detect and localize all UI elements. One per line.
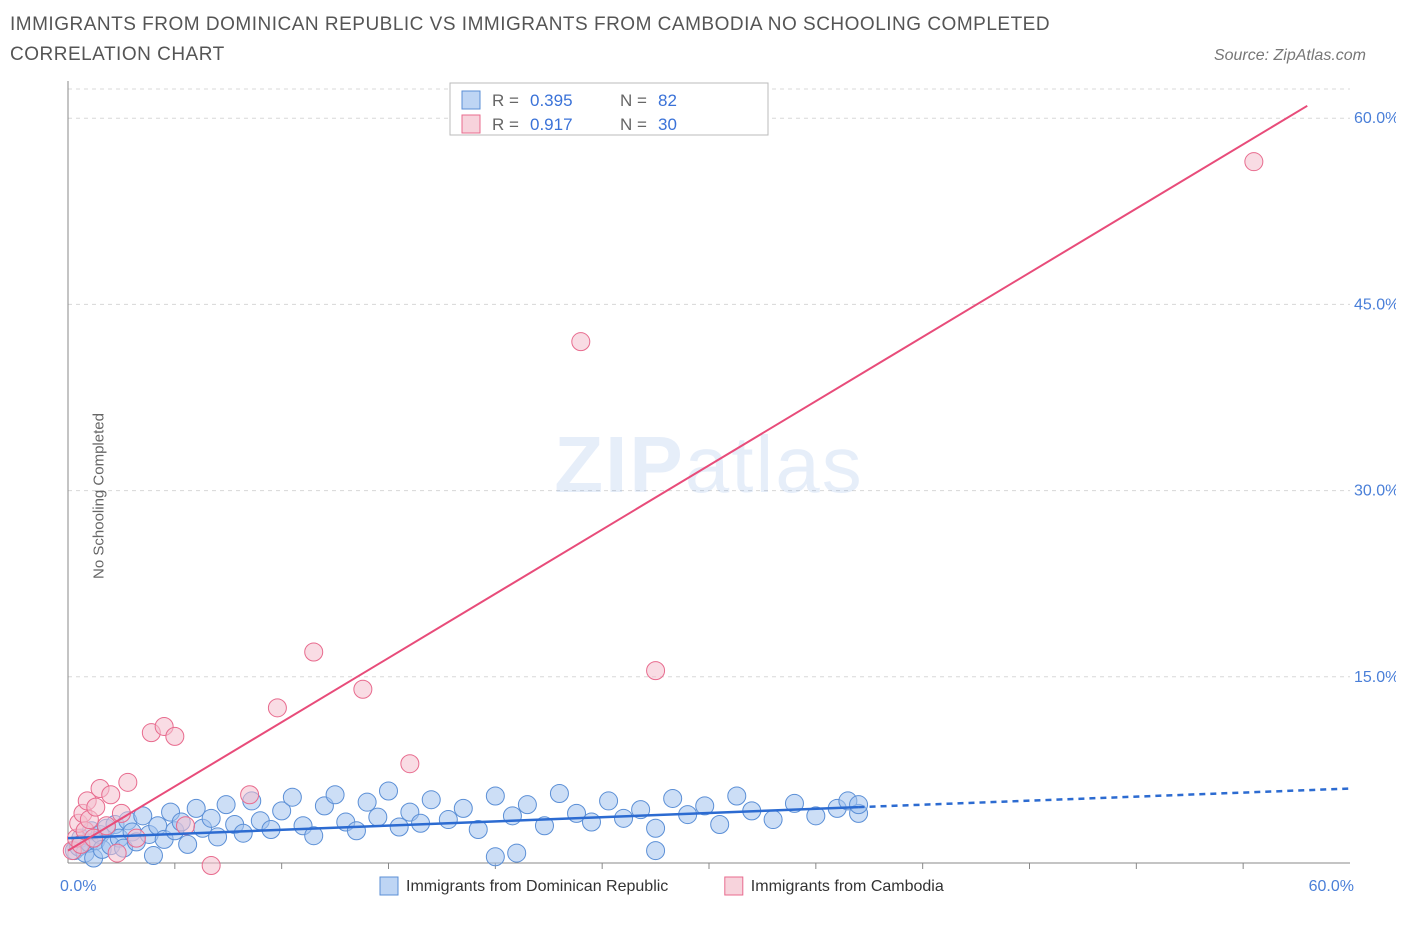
data-point — [486, 848, 504, 866]
legend-swatch — [725, 877, 743, 895]
data-point — [358, 793, 376, 811]
data-point — [177, 817, 195, 835]
correlation-chart: No Schooling Completed ZIPatlas15.0%30.0… — [10, 71, 1396, 921]
data-point — [202, 856, 220, 874]
data-point — [209, 828, 227, 846]
y-axis-label: No Schooling Completed — [90, 413, 107, 579]
data-point — [390, 818, 408, 836]
data-point — [108, 844, 126, 862]
y-tick-label: 15.0% — [1354, 669, 1396, 686]
data-point — [127, 829, 145, 847]
data-point — [647, 841, 665, 859]
data-point — [518, 795, 536, 813]
data-point — [550, 784, 568, 802]
data-point — [119, 773, 137, 791]
data-point — [664, 789, 682, 807]
data-point — [454, 799, 472, 817]
data-point — [647, 819, 665, 837]
data-point — [508, 844, 526, 862]
y-tick-label: 45.0% — [1354, 296, 1396, 313]
legend-n-value: 82 — [658, 91, 677, 110]
data-point — [217, 795, 235, 813]
data-point — [102, 786, 120, 804]
y-tick-label: 30.0% — [1354, 482, 1396, 499]
legend-n-label: N = — [620, 115, 647, 134]
data-point — [582, 813, 600, 831]
legend-r-value: 0.917 — [530, 115, 573, 134]
legend-series-label: Immigrants from Cambodia — [751, 878, 944, 895]
data-point — [87, 798, 105, 816]
data-point — [347, 822, 365, 840]
data-point — [1245, 152, 1263, 170]
trend-line-extrapolated — [859, 788, 1350, 807]
data-point — [380, 782, 398, 800]
data-point — [166, 727, 184, 745]
legend-n-label: N = — [620, 91, 647, 110]
legend-swatch — [462, 91, 480, 109]
data-point — [401, 754, 419, 772]
data-point — [647, 661, 665, 679]
legend-swatch — [380, 877, 398, 895]
legend-r-label: R = — [492, 115, 519, 134]
legend-r-label: R = — [492, 91, 519, 110]
data-point — [369, 808, 387, 826]
data-point — [283, 788, 301, 806]
data-point — [241, 786, 259, 804]
y-tick-label: 60.0% — [1354, 110, 1396, 127]
data-point — [764, 810, 782, 828]
data-point — [305, 643, 323, 661]
data-point — [179, 835, 197, 853]
legend-n-value: 30 — [658, 115, 677, 134]
data-point — [850, 795, 868, 813]
data-point — [268, 699, 286, 717]
legend-swatch — [462, 115, 480, 133]
data-point — [486, 787, 504, 805]
data-point — [439, 810, 457, 828]
source-attribution: Source: ZipAtlas.com — [1214, 47, 1396, 71]
data-point — [572, 332, 590, 350]
scatter-plot-svg: ZIPatlas15.0%30.0%45.0%60.0%0.0%60.0%R =… — [10, 71, 1396, 921]
data-point — [615, 809, 633, 827]
legend-series-label: Immigrants from Dominican Republic — [406, 878, 668, 895]
x-tick-label: 0.0% — [60, 878, 96, 895]
data-point — [202, 809, 220, 827]
data-point — [144, 846, 162, 864]
data-point — [326, 786, 344, 804]
legend-r-value: 0.395 — [530, 91, 573, 110]
data-point — [234, 824, 252, 842]
data-point — [354, 680, 372, 698]
trend-line — [68, 106, 1307, 851]
data-point — [711, 815, 729, 833]
data-point — [422, 790, 440, 808]
x-tick-label: 60.0% — [1309, 878, 1354, 895]
data-point — [728, 787, 746, 805]
data-point — [600, 792, 618, 810]
chart-title: IMMIGRANTS FROM DOMINICAN REPUBLIC VS IM… — [10, 10, 1110, 71]
